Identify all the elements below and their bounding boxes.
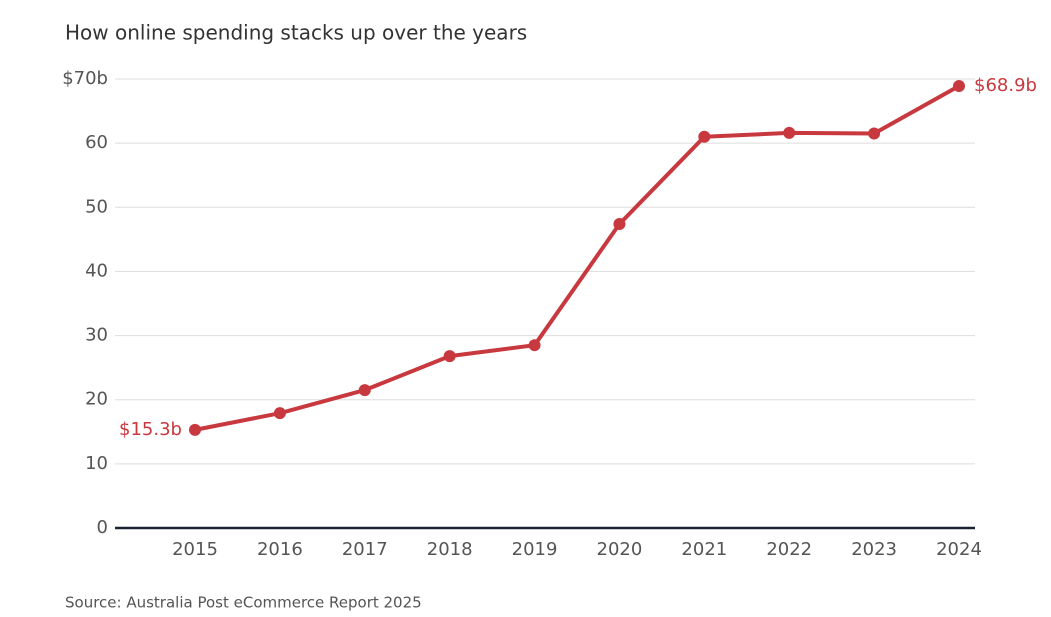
y-tick-label: 50 — [85, 196, 108, 217]
y-tick-label: 40 — [85, 260, 108, 281]
point — [189, 423, 201, 436]
x-tick-label: 2019 — [512, 539, 558, 560]
x-tick-label: 2015 — [172, 539, 218, 560]
source-note: Source: Australia Post eCommerce Report … — [65, 594, 422, 612]
point — [273, 407, 286, 420]
y-tick-label: 0 — [97, 517, 108, 538]
x-tick-label: 2024 — [936, 539, 982, 560]
chart-title: How online spending stacks up over the y… — [65, 21, 527, 45]
line — [194, 84, 960, 432]
point — [868, 127, 881, 140]
point — [528, 339, 541, 352]
value-label: $68.9b — [974, 75, 1037, 96]
x-tick-label: 2016 — [257, 539, 303, 560]
x-tick-label: 2020 — [597, 539, 643, 560]
y-tick-label: 30 — [85, 325, 108, 346]
point — [613, 217, 626, 230]
x-tick-label: 2021 — [681, 539, 727, 560]
point — [783, 126, 796, 139]
y-tick-label: 10 — [85, 453, 108, 474]
x-tick-label: 2017 — [342, 539, 388, 560]
x-tick-label: 2022 — [766, 539, 812, 560]
point — [953, 80, 965, 93]
value-label: $15.3b — [119, 419, 182, 440]
x-tick-label: 2018 — [427, 539, 473, 560]
point — [358, 384, 371, 397]
point — [698, 130, 711, 143]
y-tick-label: 60 — [85, 132, 108, 153]
y-tick-label: 20 — [85, 389, 108, 410]
y-tick-label: $70b — [62, 68, 108, 89]
x-tick-label: 2023 — [851, 539, 897, 560]
point — [443, 350, 456, 363]
